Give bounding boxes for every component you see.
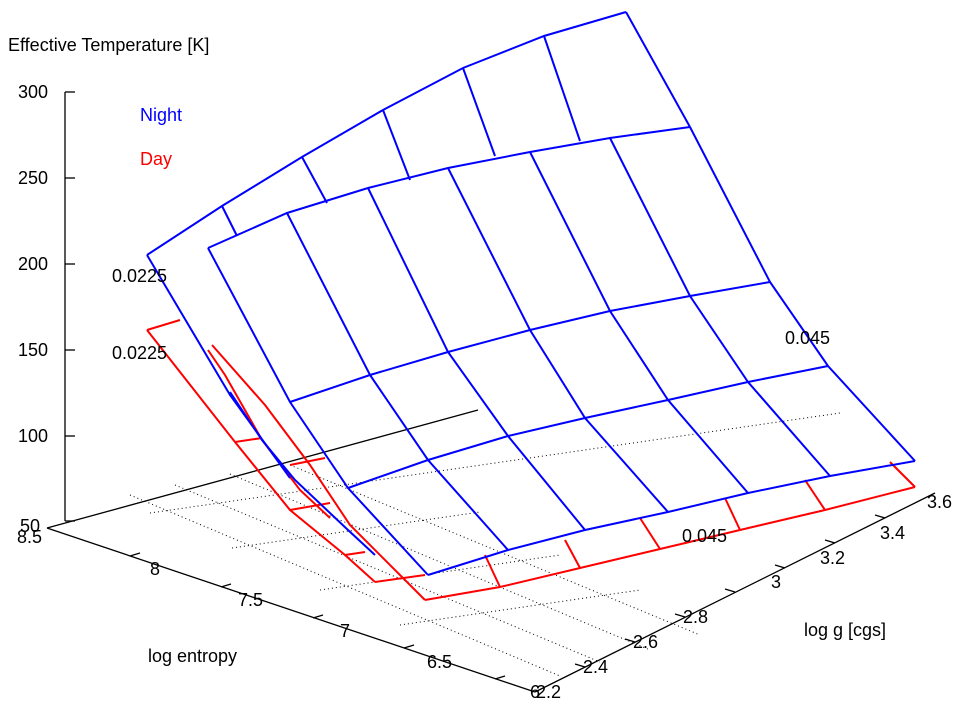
y-tick-label: 3.4: [880, 523, 905, 543]
x-axis-title: log entropy: [148, 646, 237, 666]
y-tick-label: 2.2: [536, 682, 561, 702]
day-surface-rung: [234, 437, 263, 443]
legend-entry-day: Day: [140, 149, 172, 169]
z-tick-label: 250: [18, 168, 48, 188]
night-back-grid: [301, 156, 328, 204]
x-tick-label: 7.5: [238, 590, 263, 610]
y-tick-label: 3.6: [927, 492, 952, 512]
night-back-grid: [221, 205, 238, 237]
z-tick-label: 300: [18, 82, 48, 102]
x-tick-label: 8.5: [17, 527, 42, 547]
z-tick-label: 100: [18, 426, 48, 446]
x-tick-label: 8: [150, 559, 160, 579]
y-tick-label: 2.8: [683, 607, 708, 627]
day-surface-edge: [146, 319, 181, 331]
base-grid-line: [399, 589, 641, 626]
day-surface-edge: [146, 329, 376, 583]
base-grid-line: [149, 412, 841, 514]
back-axis-line: [46, 409, 479, 529]
x-tick: [403, 644, 415, 649]
x-ticks: [129, 552, 506, 680]
axes: [46, 92, 936, 693]
base-grid-line: [229, 473, 651, 651]
legend: Night Day: [140, 105, 182, 169]
y-axis-line: [534, 492, 936, 693]
day-surface-edge: [211, 344, 426, 601]
day-surface-stub: [564, 539, 581, 569]
x-tick: [129, 552, 141, 557]
x-tick: [312, 614, 324, 619]
night-front-grid-col: [286, 212, 509, 551]
day-surface-rung: [374, 574, 426, 583]
day-surface-stub: [639, 517, 661, 550]
legend-entry-night: Night: [140, 105, 182, 125]
annotation-label: 0.045: [682, 526, 727, 546]
x-tick-label: 7: [340, 621, 350, 641]
night-front-grid-col: [367, 187, 586, 531]
annotations: 0.0225 0.0225 0.045 0.045: [112, 266, 830, 546]
night-back-grid: [543, 35, 581, 142]
base-grid-line: [174, 484, 601, 663]
day-surface-rung: [289, 457, 326, 466]
night-front-sheet-top: [207, 126, 691, 249]
night-front-grid-col: [609, 137, 831, 477]
day-surface-stub: [724, 497, 741, 531]
x-axis-line: [46, 527, 536, 693]
night-back-grid: [462, 67, 496, 157]
z-ticks: [65, 91, 75, 522]
x-tick-label: 6: [530, 682, 540, 702]
y-tick: [574, 663, 586, 668]
y-tick: [774, 564, 786, 569]
night-front-grid-row: [289, 281, 771, 403]
day-surface-stub: [484, 554, 501, 588]
y-tick: [674, 613, 686, 618]
y-tick-label: 3: [771, 572, 781, 592]
y-tick-label: 3.2: [820, 548, 845, 568]
z-axis-title: Effective Temperature [K]: [8, 35, 209, 55]
x-tick-label: 6.5: [427, 652, 452, 672]
day-surface-stub: [889, 461, 916, 488]
night-back-sheet-top: [146, 11, 627, 256]
y-tick: [724, 588, 736, 593]
night-back-sheet-right: [625, 11, 691, 128]
base-grid-line: [231, 511, 481, 549]
x-tick: [220, 583, 232, 588]
z-tick-label: 50: [20, 516, 40, 536]
annotation-label: 0.0225: [112, 343, 167, 363]
y-axis-title: log g [cgs]: [804, 620, 886, 640]
night-front-sheet-left: [207, 247, 429, 576]
day-surface: [146, 319, 916, 601]
night-front-sheet-right: [689, 126, 916, 462]
z-tick-labels: 300 250 200 150 100 50: [18, 82, 48, 536]
day-surface-stub: [804, 479, 826, 511]
annotation-label: 0.045: [785, 328, 830, 348]
x-tick-labels: 8.5 8 7.5 7 6.5 6: [17, 527, 540, 702]
night-surface: [146, 11, 916, 576]
night-front-grid-row: [347, 365, 829, 489]
day-surface-rung: [344, 551, 366, 556]
z-tick-label: 200: [18, 254, 48, 274]
base-grid-line: [129, 494, 561, 677]
x-tick: [494, 675, 506, 680]
night-front-grid-col: [529, 151, 749, 494]
y-tick-label: 2.4: [583, 657, 608, 677]
night-front-grid-col: [447, 167, 669, 513]
y-tick: [874, 514, 886, 519]
y-ticks: [574, 514, 886, 668]
y-tick: [824, 539, 836, 544]
y-tick: [624, 638, 636, 643]
y-tick-labels: 2.2 2.4 2.6 2.8 3 3.2 3.4 3.6: [536, 492, 952, 702]
night-back-grid: [382, 109, 411, 181]
night-front-edge-detail: [229, 391, 376, 556]
base-grid-line: [319, 554, 561, 591]
day-surface-rung: [289, 502, 331, 511]
y-tick-label: 2.6: [633, 632, 658, 652]
annotation-label: 0.0225: [112, 266, 167, 286]
base-grid: [129, 412, 841, 677]
z-tick-label: 150: [18, 340, 48, 360]
